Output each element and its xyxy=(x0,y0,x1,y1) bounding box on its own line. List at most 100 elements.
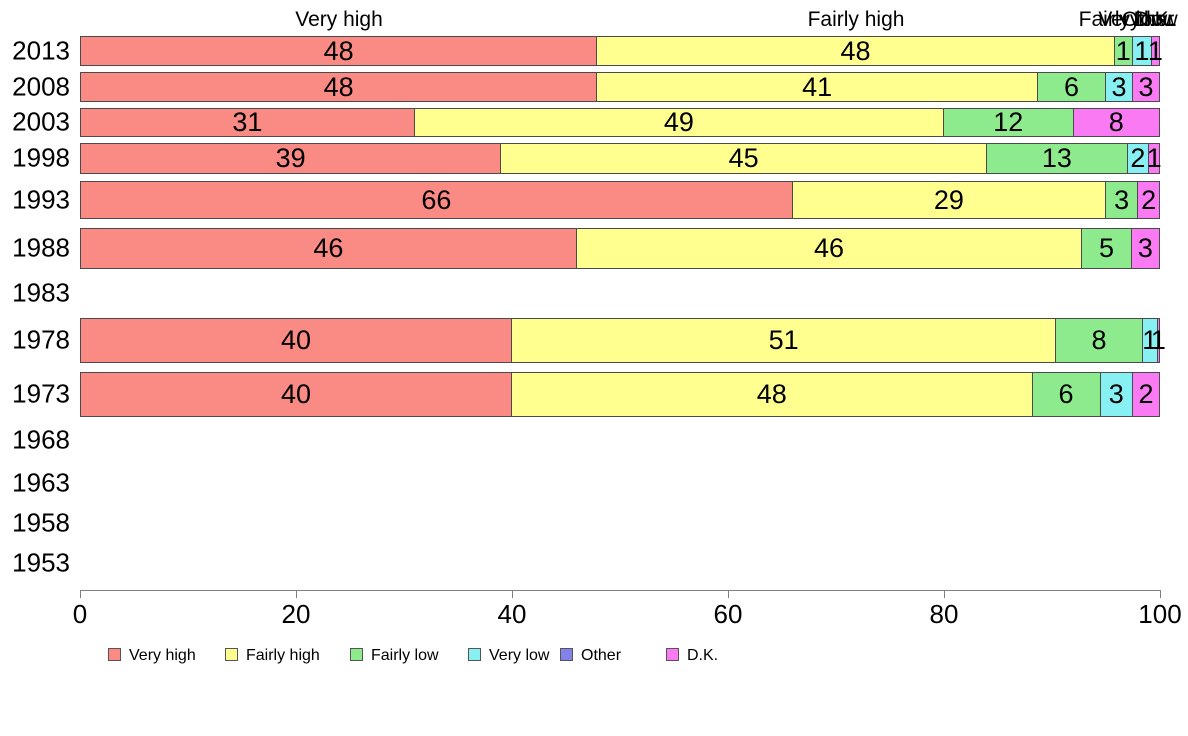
bar-segment: 6 xyxy=(1031,372,1101,417)
x-tick xyxy=(296,590,297,598)
x-tick-label: 20 xyxy=(281,599,311,629)
bar-segment: 3 xyxy=(1099,372,1133,417)
bar-segment: 48 xyxy=(80,36,598,66)
segment-value-label: 1 xyxy=(1115,35,1131,66)
bar-row: 40 51 8 1 1 xyxy=(80,318,1166,363)
bar-segment: 8 xyxy=(1055,318,1143,363)
bar-segment: 3 xyxy=(1105,72,1133,102)
bar-row: 31 49 12 8 xyxy=(80,108,1160,137)
legend-swatch xyxy=(108,648,121,661)
top-category-label: Other xyxy=(1121,8,1175,31)
bar-segment: 66 xyxy=(80,181,793,219)
bar-segment: 12 xyxy=(943,108,1074,137)
year-label: 1978 xyxy=(12,324,70,355)
bar-segment: 48 xyxy=(596,35,1115,66)
legend-label: Other xyxy=(581,647,622,664)
legend-label: Very low xyxy=(489,647,550,664)
segment-value-label: 2 xyxy=(1141,184,1157,215)
x-axis-line xyxy=(80,590,1161,591)
legend-swatch xyxy=(225,648,238,661)
segment-value-label: 51 xyxy=(768,325,799,355)
bar-segment: 46 xyxy=(80,228,577,269)
segment-value-label: 8 xyxy=(1091,325,1107,355)
segment-value-label: 2 xyxy=(1130,143,1146,173)
x-tick-label: 40 xyxy=(497,599,527,629)
x-tick-label: 0 xyxy=(72,599,88,629)
year-label: 1988 xyxy=(12,232,70,263)
bar-segment: 40 xyxy=(80,318,512,363)
bar-segment: 48 xyxy=(511,372,1033,417)
bar-segment: 29 xyxy=(791,181,1106,219)
segment-value-label: 1 xyxy=(1142,325,1158,355)
segment-value-label: 3 xyxy=(1137,233,1153,263)
top-category-label: D.K. xyxy=(1133,8,1175,31)
segment-value-label: 12 xyxy=(993,107,1024,137)
bar-segment: 5 xyxy=(1081,228,1132,269)
bar-segment: 39 xyxy=(80,143,502,174)
segment-value-label: 46 xyxy=(813,233,845,263)
top-category-label: Fairly high xyxy=(807,8,905,31)
segment-value-label: 46 xyxy=(313,233,344,263)
legend-swatch xyxy=(560,648,573,661)
segment-value-label: 39 xyxy=(275,143,306,173)
segment-value-label: 48 xyxy=(840,35,871,66)
year-label: 1973 xyxy=(12,378,70,409)
legend-label: Fairly high xyxy=(246,647,320,664)
bar-segment: 40 xyxy=(80,372,512,417)
bar-segment: 3 xyxy=(1130,228,1160,269)
x-tick xyxy=(1160,590,1161,598)
x-tick-label: 80 xyxy=(929,599,959,629)
segment-value-label: 1 xyxy=(1134,35,1150,66)
bar-segment: 1 xyxy=(1151,318,1166,363)
segment-value-label: 6 xyxy=(1058,379,1074,409)
bar-segment: 1 xyxy=(1148,36,1163,66)
x-tick xyxy=(728,590,729,598)
bar-row: 40 48 6 3 2 xyxy=(80,372,1160,417)
year-label: 1993 xyxy=(12,184,70,215)
bar-segment: 46 xyxy=(575,228,1083,269)
legend-swatch xyxy=(350,648,363,661)
bar-segment: 2 xyxy=(1137,181,1160,219)
segment-value-label: 3 xyxy=(1114,184,1130,215)
segment-value-label: 41 xyxy=(802,71,833,102)
legend-label: Fairly low xyxy=(371,647,439,664)
bar-segment: 2 xyxy=(1132,372,1160,417)
bar-segment: 8 xyxy=(1072,107,1160,137)
x-tick-label: 60 xyxy=(713,599,743,629)
legend-label: Very high xyxy=(129,647,196,664)
legend-label: D.K. xyxy=(687,647,719,664)
bar-segment: 3 xyxy=(1132,72,1160,102)
bar-segment: 1 xyxy=(1113,35,1133,66)
x-tick xyxy=(80,590,81,598)
segment-value-label: 5 xyxy=(1099,233,1115,263)
segment-value-label: 49 xyxy=(663,107,694,137)
year-label: 1983 xyxy=(12,277,70,308)
bar-segment: 3 xyxy=(1105,181,1139,219)
segment-value-label: 48 xyxy=(323,71,354,102)
bar-row: 48 48 1 1 1 xyxy=(80,35,1163,66)
segment-value-label: 6 xyxy=(1063,71,1079,102)
bar-row: 48 41 6 3 3 xyxy=(80,72,1160,102)
segment-value-label: 40 xyxy=(280,379,312,409)
segment-value-label: 31 xyxy=(232,107,263,137)
year-label: 2003 xyxy=(12,106,70,137)
x-tick-label: 100 xyxy=(1138,599,1182,629)
bar-segment: 6 xyxy=(1036,71,1106,102)
segment-value-label: 3 xyxy=(1111,71,1127,102)
x-tick xyxy=(944,590,945,598)
top-category-label: Very high xyxy=(295,8,383,31)
bar-segment: 45 xyxy=(500,143,988,174)
segment-value-label: 8 xyxy=(1108,107,1124,137)
legend-swatch xyxy=(468,648,481,661)
bar-segment: 51 xyxy=(511,318,1057,363)
bar-row: 66 29 3 2 xyxy=(80,181,1160,219)
year-label: 1963 xyxy=(12,467,70,498)
segment-value-label: 29 xyxy=(933,184,964,215)
bar-segment: 41 xyxy=(596,72,1038,102)
bar-row: 39 45 13 2 1 xyxy=(80,143,1162,174)
year-label: 2013 xyxy=(12,35,70,66)
segment-value-label: 66 xyxy=(421,184,452,215)
overflow-ellipsis: ... xyxy=(1160,8,1178,31)
top-category-label: Fairly low xyxy=(1078,8,1168,31)
